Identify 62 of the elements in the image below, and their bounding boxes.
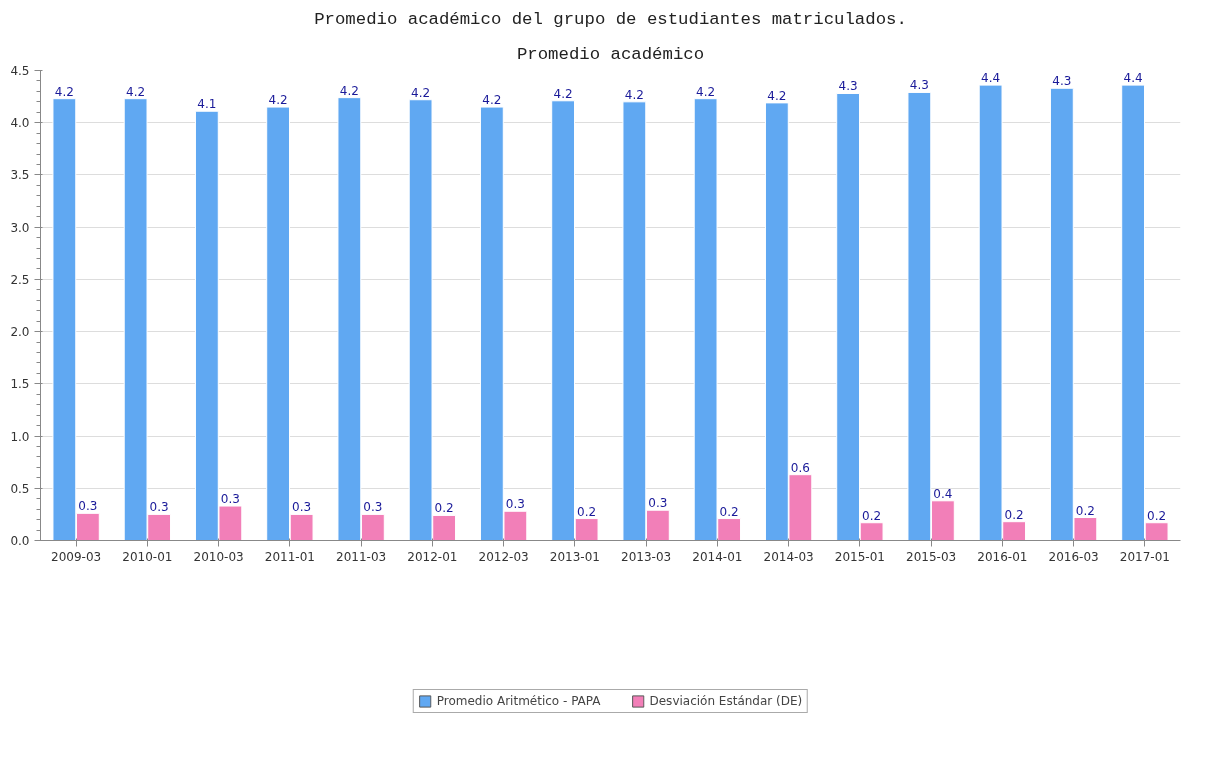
data-label: 0.2 <box>862 508 882 523</box>
chart-title: Promedio académico del grupo de estudiantes matriculados. <box>314 9 907 29</box>
x-tick-label: 2012-01 <box>407 549 458 564</box>
text: 2.5 <box>10 272 30 287</box>
x-tick-label: 2011-03 <box>336 549 387 564</box>
text: 0.5 <box>10 481 30 496</box>
x-tick-label: 2011-01 <box>264 549 315 564</box>
x-tick-label: 2016-01 <box>977 549 1028 564</box>
x-tick-label: 2010-03 <box>193 549 244 564</box>
text: 1.0 <box>10 429 30 444</box>
text: 2.0 <box>10 325 30 340</box>
text: 0.0 <box>10 534 30 548</box>
x-tick-label: 2012-03 <box>478 549 529 564</box>
data-label: 4.2 <box>54 84 74 99</box>
data-label: 4.2 <box>696 84 716 99</box>
data-label: 4.3 <box>909 78 929 93</box>
text: 1.5 <box>10 377 30 392</box>
text: 3.0 <box>10 220 30 235</box>
x-tick-label: 2014-01 <box>692 549 743 564</box>
text: 4.0 <box>10 116 30 131</box>
data-label: 4.2 <box>624 87 644 102</box>
text: 4.5 <box>10 64 30 78</box>
data-label: 4.2 <box>268 93 288 108</box>
data-label: 4.3 <box>838 79 858 94</box>
data-label: 0.3 <box>648 496 668 511</box>
x-tick-label: 2013-03 <box>621 549 672 564</box>
legend-label: Desviación Estándar (DE) <box>649 694 803 708</box>
data-label: 0.3 <box>292 500 312 515</box>
data-label: 0.4 <box>933 486 953 501</box>
text: 3.5 <box>10 168 30 183</box>
data-label: 4.2 <box>339 83 359 98</box>
x-tick-label: 2009-03 <box>51 549 102 564</box>
x-tick-label: 2015-03 <box>906 549 957 564</box>
data-label: 4.2 <box>411 85 431 100</box>
data-label: 4.3 <box>1052 74 1072 89</box>
x-tick-label: 2016-03 <box>1048 549 1099 564</box>
data-label: 4.2 <box>767 88 787 103</box>
x-tick-label: 2017-01 <box>1119 549 1170 564</box>
data-label: 0.6 <box>790 460 810 475</box>
data-label: 0.3 <box>149 500 169 515</box>
data-label: 4.1 <box>197 97 217 112</box>
data-label: 0.2 <box>434 501 454 516</box>
chart-subtitle: Promedio académico <box>516 44 705 64</box>
data-label: 0.3 <box>78 499 98 514</box>
data-label: 0.2 <box>1147 508 1167 523</box>
data-label: 4.4 <box>1123 71 1143 86</box>
data-label: 4.4 <box>981 71 1001 86</box>
data-label: 4.2 <box>553 86 573 101</box>
x-tick-label: 2015-01 <box>834 549 885 564</box>
data-label: 0.3 <box>363 500 383 515</box>
data-label: 0.3 <box>505 497 525 512</box>
data-label: 0.3 <box>220 492 240 507</box>
data-label: 4.2 <box>126 84 146 99</box>
data-label: 0.2 <box>1004 507 1024 522</box>
legend-label: Promedio Aritmético - PAPA <box>436 694 601 708</box>
data-label: 4.2 <box>482 93 502 108</box>
x-tick-label: 2013-01 <box>549 549 600 564</box>
x-tick-label: 2010-01 <box>122 549 173 564</box>
x-tick-label: 2014-03 <box>763 549 814 564</box>
data-label: 0.2 <box>1075 503 1095 518</box>
data-label: 0.2 <box>577 504 597 519</box>
data-label: 0.2 <box>719 504 739 519</box>
